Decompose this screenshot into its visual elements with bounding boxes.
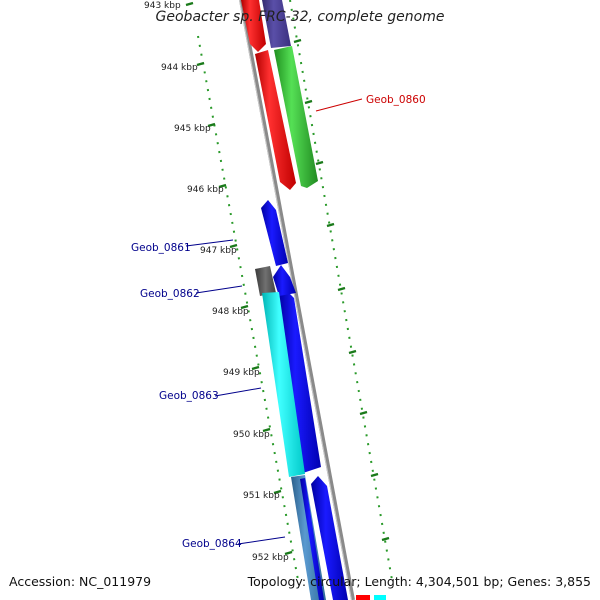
tick-label-944: 944 kbp	[161, 63, 198, 73]
tick-label-945: 945 kbp	[174, 124, 211, 134]
tick-label-943: 943 kbp	[144, 1, 181, 11]
gene-blue-small[interactable]	[273, 265, 296, 296]
gene-label-geob-0862[interactable]: Geob_0862	[140, 288, 200, 300]
accession-label: Accession: NC_011979	[9, 574, 152, 589]
tick-label-947: 947 kbp	[200, 246, 237, 256]
gene-geob-0861[interactable]	[261, 200, 288, 266]
map-title: Geobacter sp. FRC-32, complete genome	[155, 9, 445, 25]
gene-label-geob-0860[interactable]: Geob_0860	[366, 94, 426, 106]
gene-geob-0863[interactable]	[262, 292, 305, 477]
gene-red-large[interactable]	[255, 50, 296, 190]
gene-callout-lines	[185, 98, 363, 545]
gene-label-geob-0864[interactable]: Geob_0864	[182, 538, 242, 550]
tick-label-948: 948 kbp	[212, 307, 249, 317]
genome-backbone	[239, 0, 355, 600]
tick-label-952: 952 kbp	[252, 553, 289, 563]
tick-marks-right	[293, 38, 390, 542]
tick-label-949: 949 kbp	[223, 368, 260, 378]
gene-blue-forward-1[interactable]	[278, 290, 321, 473]
tick-marks-left	[185, 1, 293, 556]
gene-bottom-fragments	[356, 595, 386, 600]
gene-label-geob-0863[interactable]: Geob_0863	[159, 390, 219, 402]
gene-blue-forward-2[interactable]	[311, 476, 348, 600]
gene-geob-0862[interactable]	[255, 266, 276, 296]
tick-label-946: 946 kbp	[187, 185, 224, 195]
genome-summary: Topology: circular; Length: 4,304,501 bp…	[247, 574, 591, 589]
gene-label-geob-0861[interactable]: Geob_0861	[131, 242, 191, 254]
tick-label-951: 951 kbp	[243, 491, 280, 501]
tick-track-left	[197, 35, 299, 581]
gene-geob-0864[interactable]	[291, 475, 326, 600]
tick-label-950: 950 kbp	[233, 430, 270, 440]
gene-geob-0860[interactable]	[274, 46, 318, 188]
gene-red-top[interactable]	[241, 0, 266, 52]
gene-slate-top[interactable]	[262, 0, 291, 48]
